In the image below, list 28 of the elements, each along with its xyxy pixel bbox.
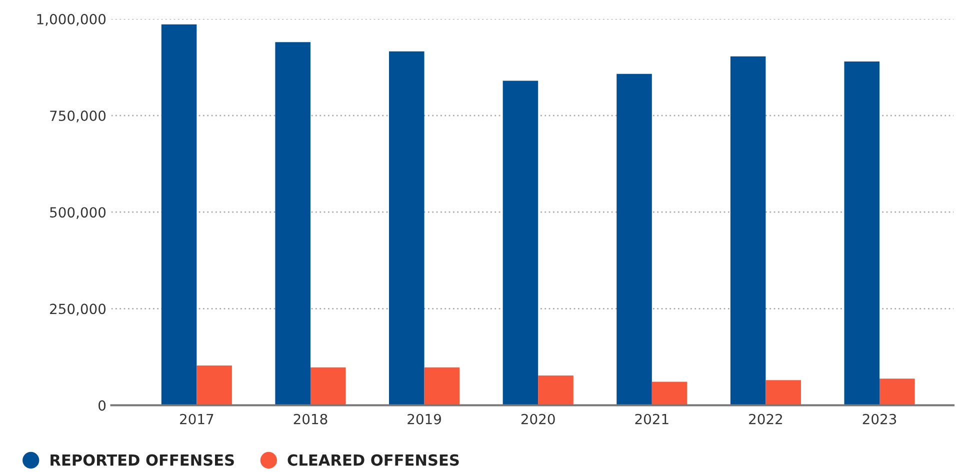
legend-label: REPORTED OFFENSES [50, 454, 234, 466]
bar [310, 367, 346, 406]
legend-label: CLEARED OFFENSES [288, 454, 459, 466]
x-tick-label: 2018 [294, 414, 328, 424]
bar [424, 367, 460, 406]
bar [196, 365, 232, 406]
x-tick-label: 2023 [862, 414, 896, 424]
bar [389, 51, 424, 406]
x-tick-label: 2019 [408, 414, 441, 424]
bar [538, 376, 574, 406]
y-tick-label: 1,000,000 [37, 14, 106, 26]
bar [161, 24, 197, 406]
bar [616, 74, 652, 406]
bar [652, 382, 688, 406]
bar [730, 56, 766, 406]
y-tick-label: 750,000 [50, 110, 106, 122]
x-tick-label: 2021 [635, 414, 668, 424]
x-tick-label: 2017 [180, 414, 214, 424]
y-tick-label: 0 [98, 400, 106, 411]
bar [502, 80, 538, 406]
bar [766, 380, 801, 406]
x-tick-label: 2020 [521, 414, 555, 424]
y-tick-label: 500,000 [50, 207, 106, 220]
bar [275, 42, 310, 406]
y-tick-label: 250,000 [50, 304, 106, 316]
x-tick-label: 2022 [749, 414, 782, 424]
bar [844, 61, 880, 406]
bar [880, 378, 915, 406]
